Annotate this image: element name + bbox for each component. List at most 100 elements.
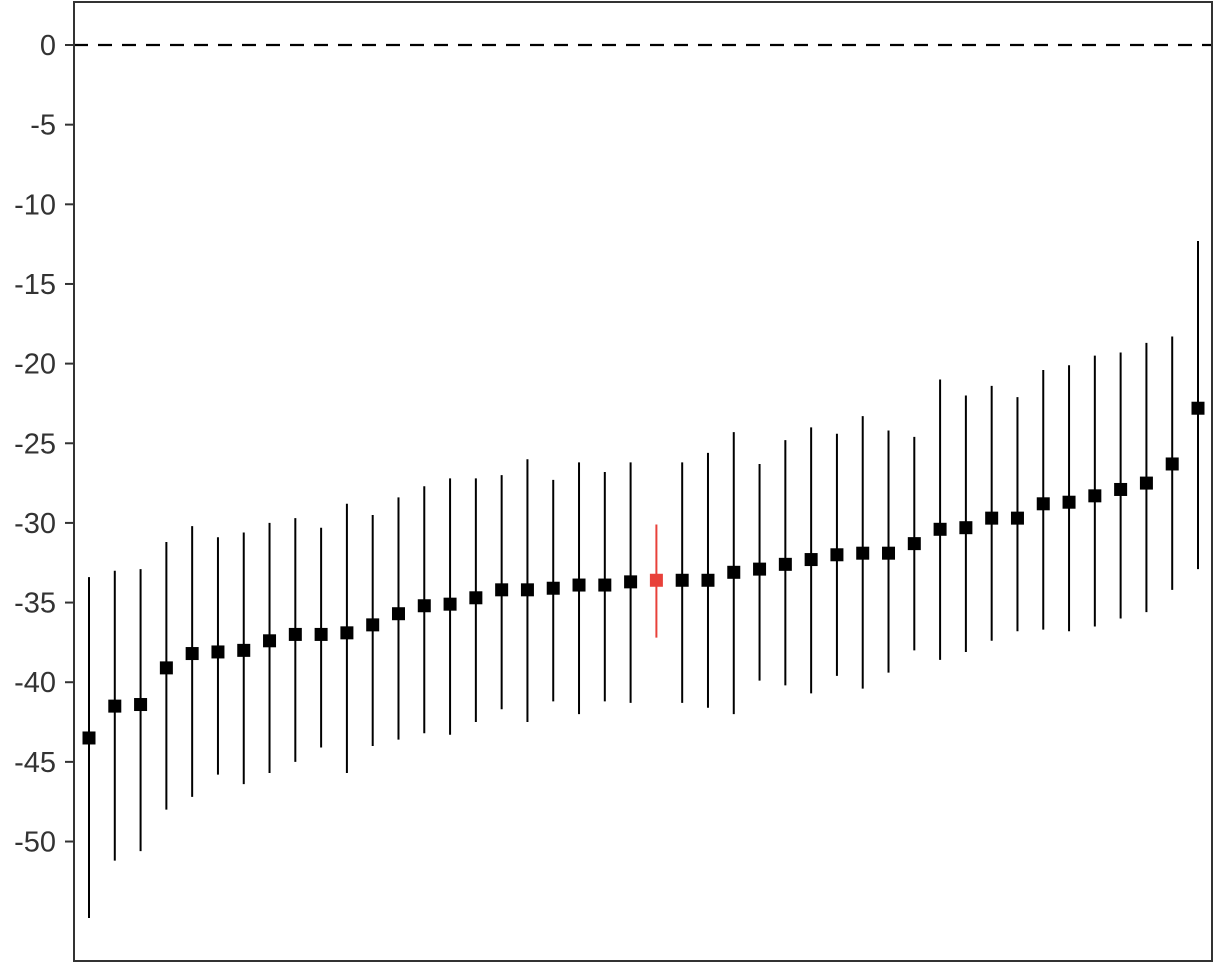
data-point xyxy=(572,462,586,715)
data-point xyxy=(314,527,328,748)
y-tick-label: -50 xyxy=(14,827,56,859)
data-point xyxy=(907,436,921,651)
data-point xyxy=(1062,365,1076,632)
point-marker xyxy=(469,591,483,605)
data-point xyxy=(882,430,896,673)
point-marker xyxy=(1191,401,1205,415)
data-point xyxy=(134,569,148,852)
y-tick-label: -35 xyxy=(14,588,56,620)
point-marker xyxy=(417,599,431,613)
data-point xyxy=(778,440,792,686)
y-tick-label: -40 xyxy=(14,667,56,699)
point-marker xyxy=(907,537,921,551)
point-marker xyxy=(288,627,302,641)
data-point xyxy=(288,518,302,762)
point-marker xyxy=(314,627,328,641)
point-marker xyxy=(856,546,870,560)
data-point xyxy=(675,462,689,703)
y-tick-label: -20 xyxy=(14,349,56,381)
y-axis: 0 -5 -10 -15 -20 -25 -30 -35 -40 -45 -50 xyxy=(14,30,74,859)
point-marker xyxy=(933,522,947,536)
point-marker xyxy=(211,645,225,659)
point-marker xyxy=(727,565,741,579)
data-point xyxy=(443,478,457,735)
point-marker xyxy=(649,573,663,587)
data-point xyxy=(82,577,96,918)
data-point xyxy=(727,432,741,715)
data-point xyxy=(211,537,225,775)
data-point xyxy=(624,462,638,703)
data-point xyxy=(959,395,973,652)
point-marker xyxy=(1165,457,1179,471)
point-marker xyxy=(1114,482,1128,496)
point-marker xyxy=(82,731,96,745)
data-point xyxy=(1036,369,1050,630)
data-point xyxy=(520,459,534,723)
point-marker xyxy=(263,634,277,648)
data-point xyxy=(1010,397,1024,632)
data-point xyxy=(804,427,818,694)
data-point xyxy=(1191,240,1205,570)
point-marker xyxy=(134,698,148,712)
point-marker xyxy=(237,643,251,657)
data-point xyxy=(985,385,999,641)
data-points xyxy=(82,240,1205,918)
data-point xyxy=(701,452,715,708)
data-point xyxy=(1114,352,1128,619)
y-tick-label: -15 xyxy=(14,269,56,301)
point-marker xyxy=(185,647,199,661)
point-marker xyxy=(1088,489,1102,503)
point-marker xyxy=(546,581,560,595)
point-marker xyxy=(753,562,767,576)
data-point xyxy=(1165,336,1179,590)
data-point xyxy=(753,463,767,681)
point-marker xyxy=(985,511,999,525)
data-point xyxy=(469,478,483,723)
y-tick-label: -5 xyxy=(30,110,56,142)
point-marker xyxy=(778,557,792,571)
data-point xyxy=(391,497,405,740)
data-point xyxy=(237,532,251,785)
data-point xyxy=(856,416,870,689)
plot-frame xyxy=(73,1,1213,962)
data-point xyxy=(546,479,560,702)
data-point xyxy=(598,471,612,702)
point-marker xyxy=(701,573,715,587)
point-marker xyxy=(572,578,586,592)
point-marker xyxy=(804,553,818,567)
point-marker xyxy=(830,548,844,562)
point-marker xyxy=(882,546,896,560)
point-marker xyxy=(624,575,638,589)
point-marker xyxy=(391,607,405,621)
point-marker xyxy=(366,618,380,632)
data-point xyxy=(933,379,947,660)
point-marker xyxy=(1010,511,1024,525)
data-point xyxy=(830,433,844,676)
point-marker xyxy=(1139,476,1153,490)
point-marker xyxy=(495,583,509,597)
y-tick-label: -10 xyxy=(14,189,56,221)
data-point xyxy=(263,522,277,774)
highlighted-data-point xyxy=(649,524,663,638)
point-marker xyxy=(159,661,173,675)
data-point xyxy=(340,503,354,774)
y-tick-label: 0 xyxy=(40,30,56,62)
point-marker xyxy=(443,597,457,611)
data-point xyxy=(495,475,509,710)
data-point xyxy=(1139,342,1153,613)
data-point xyxy=(417,486,431,734)
point-marker xyxy=(108,699,122,713)
point-marker xyxy=(675,573,689,587)
point-marker xyxy=(1062,495,1076,509)
plot-background xyxy=(74,2,1212,961)
data-point xyxy=(185,526,199,797)
y-tick-label: -25 xyxy=(14,428,56,460)
point-marker xyxy=(598,578,612,592)
data-point xyxy=(366,514,380,746)
point-marker xyxy=(340,626,354,640)
data-point xyxy=(1088,355,1102,627)
data-point xyxy=(159,542,173,810)
y-tick-label: -30 xyxy=(14,508,56,540)
data-point xyxy=(108,570,122,861)
